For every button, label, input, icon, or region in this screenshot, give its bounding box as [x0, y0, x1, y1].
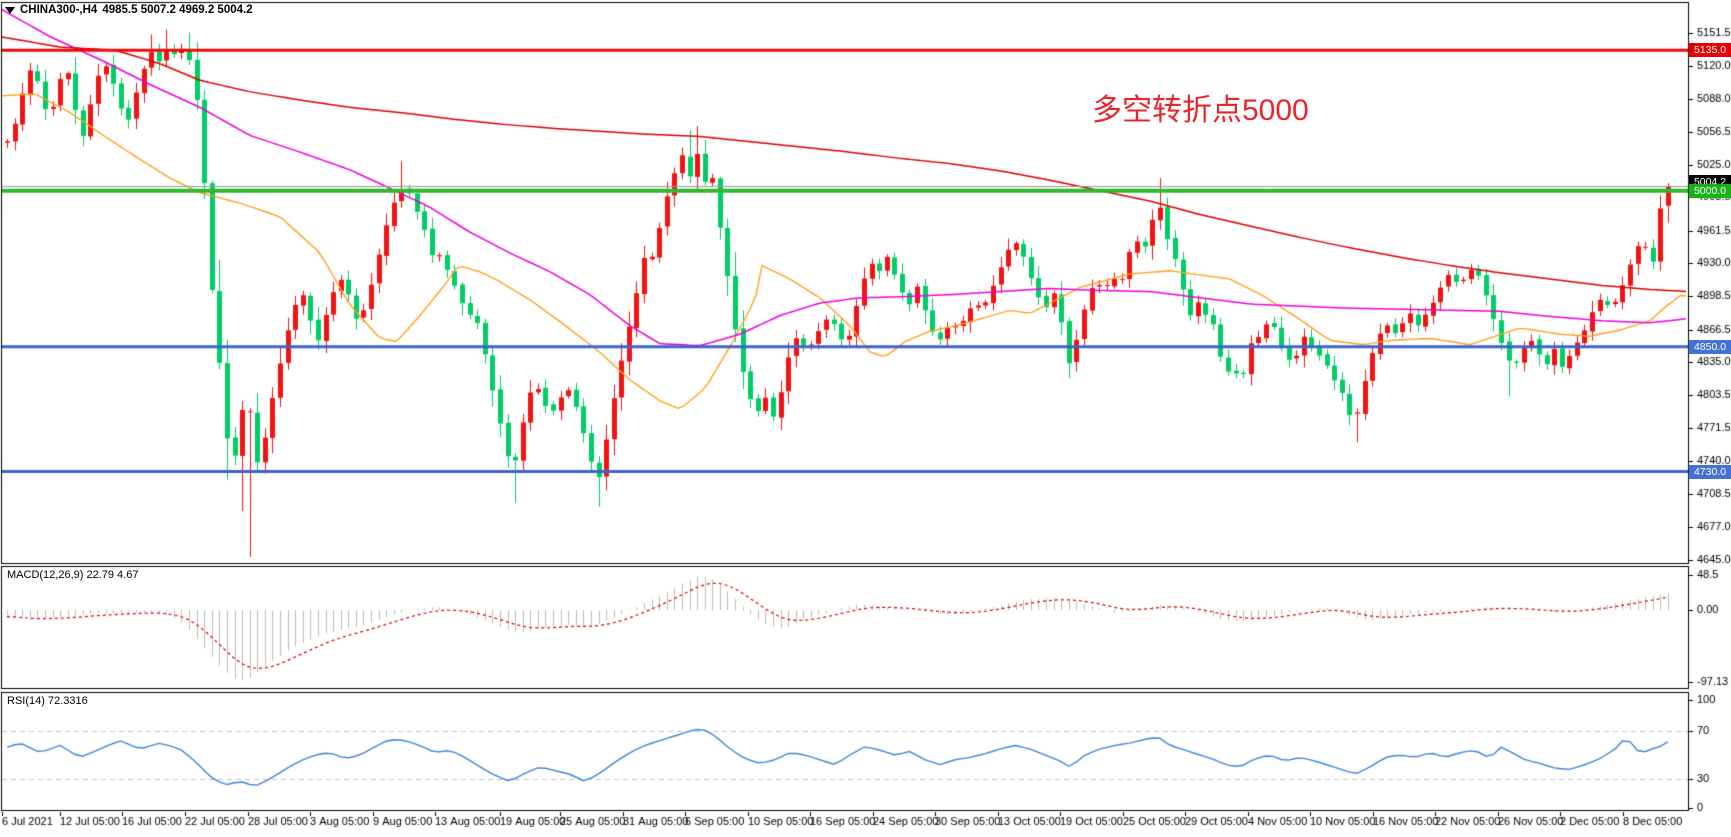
symbol-period-label: CHINA300-,H4 [20, 4, 98, 16]
hline-badge-4850: 4850.0 [1689, 340, 1731, 354]
hline-badge-4730: 4730.0 [1689, 465, 1731, 479]
symbol-dropdown-icon[interactable] [5, 6, 15, 14]
macd-indicator-label: MACD(12,26,9) 22.79 4.67 [7, 569, 139, 581]
annotation-text: 多空转折点5000 [1092, 94, 1309, 127]
hline-badge-5135: 5135.0 [1689, 43, 1731, 57]
rsi-indicator-label: RSI(14) 72.3316 [7, 695, 88, 707]
ohlc-values: 4985.5 5007.2 4969.2 5004.2 [102, 4, 253, 16]
symbol-header: CHINA300-,H4 4985.5 5007.2 4969.2 5004.2 [5, 4, 253, 16]
hline-badge-5000: 5000.0 [1689, 184, 1731, 198]
